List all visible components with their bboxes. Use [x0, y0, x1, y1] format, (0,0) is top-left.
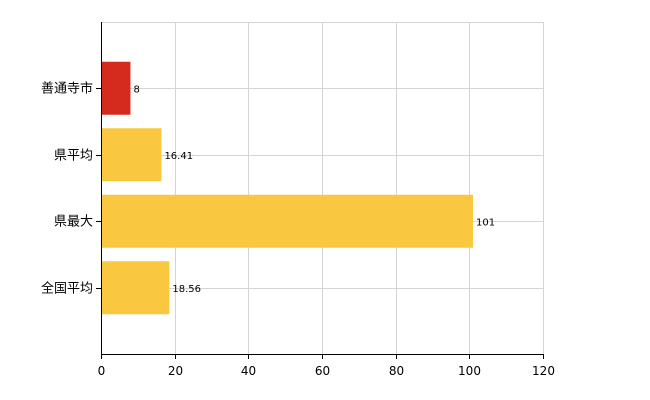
x-tick-label: 0: [98, 364, 106, 378]
x-tick-label: 40: [241, 364, 256, 378]
x-tick-label: 80: [389, 364, 404, 378]
category-label: 善通寺市: [41, 81, 93, 97]
bar: [102, 261, 170, 315]
bars: [102, 61, 474, 315]
category-label: 県最大: [54, 215, 93, 230]
bar: [102, 61, 131, 115]
category-label: 県平均: [54, 149, 93, 164]
bar: [102, 128, 162, 182]
data-label: 18.56: [172, 284, 201, 295]
x-tick-label: 60: [315, 364, 330, 378]
x-tick-label: 20: [168, 364, 183, 378]
x-tick-label: 120: [532, 364, 555, 378]
data-label: 8: [133, 84, 139, 95]
data-label: 16.41: [164, 151, 193, 162]
axes: [96, 22, 544, 359]
category-label: 全国平均: [41, 281, 93, 297]
x-tick-label: 100: [458, 364, 481, 378]
data-label: 101: [476, 217, 495, 228]
bar: [102, 194, 474, 248]
